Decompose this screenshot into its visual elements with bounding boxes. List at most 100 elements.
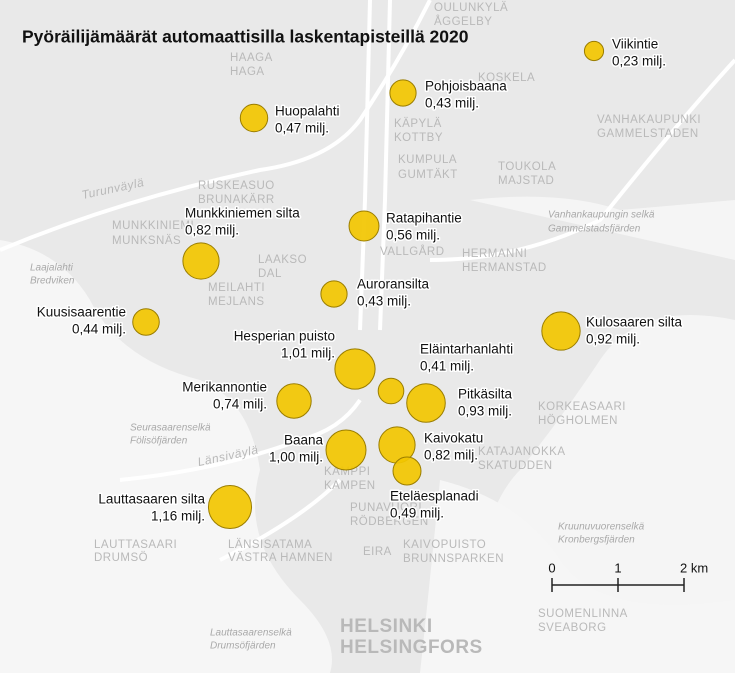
bubble	[406, 383, 446, 423]
bubble	[132, 308, 160, 336]
scale-bar: 0 1 2 km	[548, 560, 708, 592]
point-name: Viikintie	[612, 37, 658, 52]
point-name: Eteläesplanadi	[390, 489, 479, 504]
bubble	[334, 348, 376, 390]
bubble	[239, 103, 269, 133]
place-label: LÄNSISATAMA	[228, 539, 312, 551]
place-label: Gammelstadsfjärden	[548, 224, 641, 235]
point-name: Baana	[284, 433, 324, 448]
point-name: Auroransilta	[357, 277, 430, 292]
point-name: Merikannontie	[182, 380, 267, 395]
bubble	[348, 210, 380, 242]
place-label: Fölisöfjärden	[130, 436, 188, 447]
place-label: HELSINKI	[340, 616, 433, 637]
bubble	[392, 456, 422, 486]
bubble	[389, 79, 417, 107]
point-value: 0,56 milj.	[386, 228, 440, 243]
place-label: TOUKOLA	[498, 161, 556, 173]
place-label: DAL	[258, 268, 282, 280]
bubble	[541, 311, 581, 351]
place-label: KOTTBY	[394, 132, 443, 144]
place-label: HAGA	[230, 66, 265, 78]
place-label: VANHAKAUPUNKI	[597, 114, 701, 126]
place-label: HERMANSTAD	[462, 262, 547, 274]
place-label: Kronbergsfjärden	[558, 535, 635, 546]
point-name: Kuusisaarentie	[37, 305, 126, 320]
place-label: Laajalahti	[30, 263, 74, 274]
place-label: Vanhankaupungin selkä	[548, 210, 655, 221]
place-label: GUMTÄKT	[398, 169, 458, 181]
place-label: PUNAVUORI	[350, 502, 422, 514]
point-value: 0,74 milj.	[213, 397, 267, 412]
place-label: GAMMELSTADEN	[597, 128, 699, 140]
point-value: 0,43 milj.	[425, 96, 479, 111]
place-label: KORKEASAARI	[538, 401, 626, 413]
point-name: Pohjoisbaana	[425, 79, 507, 94]
place-label: MEJLANS	[208, 296, 265, 308]
place-label: LAUTTASAARI	[94, 539, 177, 551]
bubble	[583, 40, 605, 62]
scale-label: 0	[548, 560, 555, 575]
place-label: MEILAHTI	[208, 282, 265, 294]
place-label: VÄSTRA HAMNEN	[228, 552, 333, 564]
point-name: Hesperian puisto	[234, 329, 335, 344]
bubble	[276, 383, 312, 419]
map-title: Pyöräilijämäärät automaattisilla laskent…	[22, 27, 469, 47]
place-label: KUMPULA	[398, 154, 457, 166]
place-label: HAAGA	[230, 52, 273, 64]
point-value: 1,16 milj.	[151, 509, 205, 524]
bubble	[207, 484, 253, 530]
point-name: Pitkäsilta	[458, 387, 513, 402]
point-value: 0,47 milj.	[275, 121, 329, 136]
point-value: 1,01 milj.	[281, 346, 335, 361]
bubble	[320, 280, 348, 308]
point-name: Munkkiniemen silta	[185, 206, 300, 221]
place-label: RUSKEASUO	[198, 180, 275, 192]
place-label: KÄPYLÄ	[394, 118, 442, 130]
point-value: 0,41 milj.	[420, 359, 474, 374]
place-label: Lauttasaarenselkä	[210, 628, 292, 639]
scale-label: 2 km	[680, 560, 708, 575]
point-name: Eläintarhanlahti	[420, 342, 513, 357]
point-name: Kaivokatu	[424, 431, 483, 446]
place-label: Seurasaarenselkä	[130, 423, 211, 434]
bubble	[182, 242, 220, 280]
water	[0, 196, 735, 673]
place-label: HÖGHOLMEN	[538, 415, 618, 427]
place-label: OULUNKYLÄ	[434, 2, 508, 14]
place-label: LAAKSO	[258, 254, 307, 266]
bubbles: Viikintie 0,23 milj. Pohjoisbaana 0,43 milj…	[35, 35, 684, 530]
bubble	[377, 377, 405, 405]
point-value: 0,44 milj.	[72, 322, 126, 337]
scale-label: 1	[614, 560, 621, 575]
point-value: 0,92 milj.	[586, 332, 640, 347]
place-label: KAIVOPUISTO	[403, 539, 486, 551]
place-label: KATAJANOKKA	[478, 446, 566, 458]
place-label: MUNKKINIEMI	[112, 220, 194, 232]
point-value: 0,82 milj.	[185, 223, 239, 238]
roads	[0, 0, 735, 562]
place-label: KAMPEN	[324, 480, 376, 492]
place-label: EIRA	[363, 546, 392, 558]
place-label: DRUMSÖ	[94, 552, 148, 564]
point-value: 0,23 milj.	[612, 54, 666, 69]
point-value: 0,43 milj.	[357, 294, 411, 309]
place-label: KAMPPI	[324, 466, 370, 478]
place-label: BRUNNSPARKEN	[403, 553, 504, 565]
place-label: HERMANNI	[462, 248, 527, 260]
point-name: Lauttasaaren silta	[98, 492, 205, 507]
place-label: VALLGÅRD	[380, 245, 445, 258]
point-value: 0,82 milj.	[424, 448, 478, 463]
place-label: Kruunuvuorenselkä	[558, 522, 645, 533]
point-name: Huopalahti	[275, 104, 340, 119]
point-value: 1,00 milj.	[269, 450, 323, 465]
place-label: BRUNAKÄRR	[198, 194, 275, 206]
place-label: RÖDBERGEN	[350, 516, 429, 528]
place-label: SKATUDDEN	[478, 460, 553, 472]
place-label: KOSKELA	[478, 72, 535, 84]
place-label: MUNKSNÄS	[112, 235, 181, 247]
place-label: ÅGGELBY	[434, 15, 492, 28]
place-label: Bredviken	[30, 276, 75, 287]
